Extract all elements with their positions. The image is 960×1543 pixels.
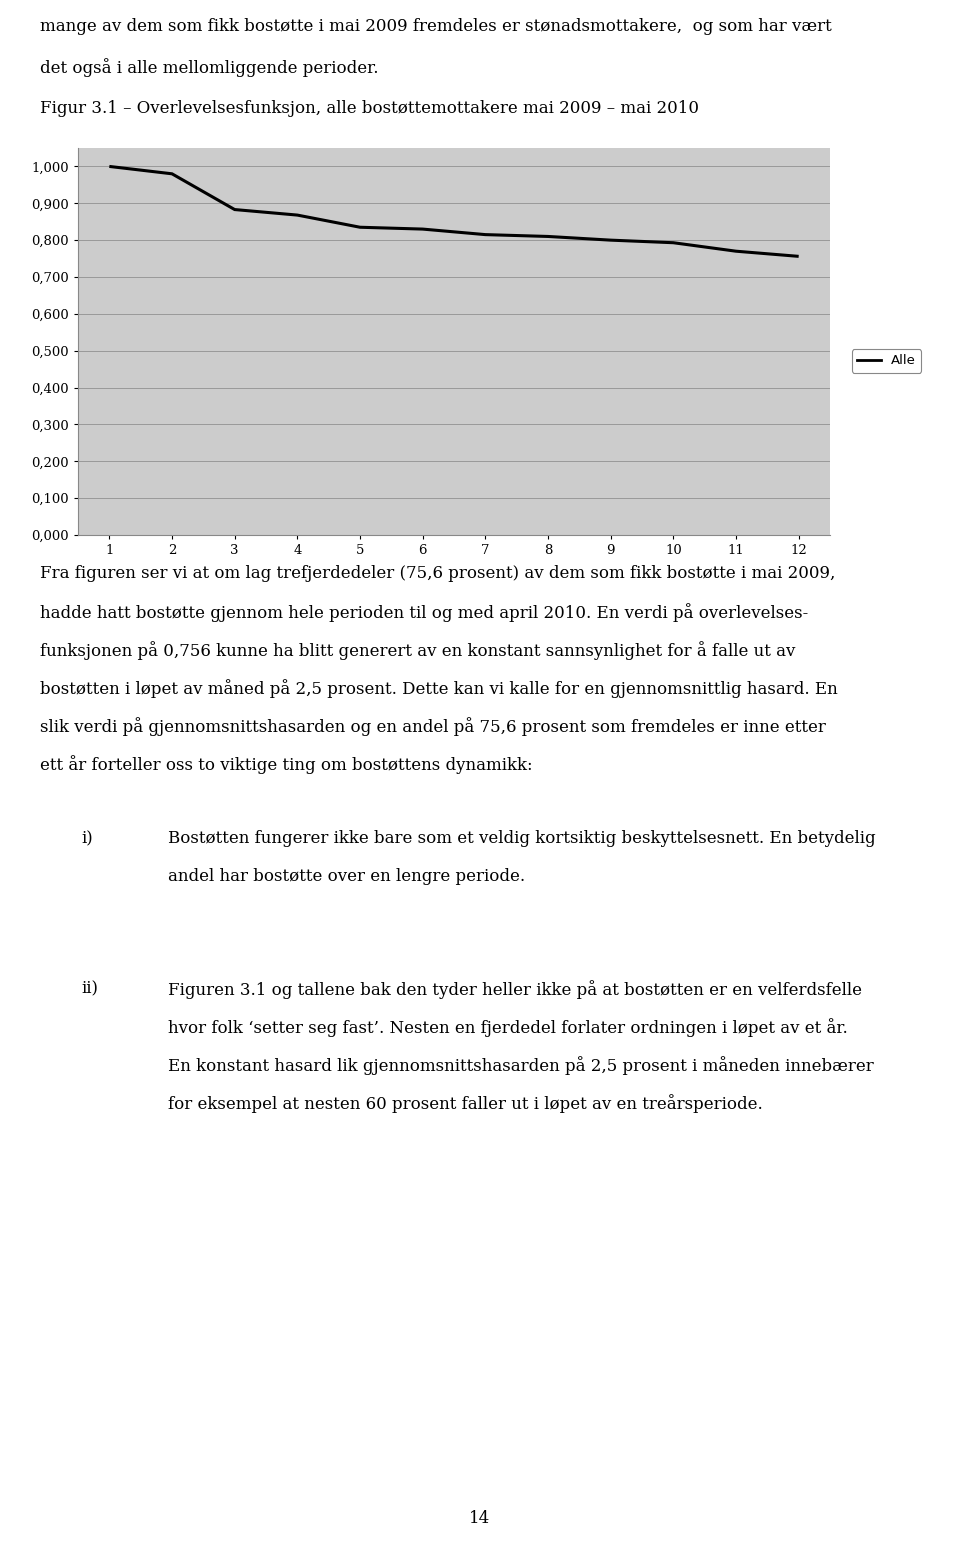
Text: hadde hatt bostøtte gjennom hele perioden til og med april 2010. En verdi på ove: hadde hatt bostøtte gjennom hele periode… [40, 603, 808, 622]
Text: funksjonen på 0,756 kunne ha blitt generert av en konstant sannsynlighet for å f: funksjonen på 0,756 kunne ha blitt gener… [40, 640, 796, 660]
Text: 14: 14 [469, 1511, 491, 1528]
Text: Fra figuren ser vi at om lag trefjerdedeler (75,6 prosent) av dem som fikk bostø: Fra figuren ser vi at om lag trefjerdede… [40, 565, 836, 582]
Text: det også i alle mellomliggende perioder.: det også i alle mellomliggende perioder. [40, 59, 379, 77]
Text: mange av dem som fikk bostøtte i mai 2009 fremdeles er stønadsmottakere,  og som: mange av dem som fikk bostøtte i mai 200… [40, 19, 832, 35]
Text: ii): ii) [82, 980, 99, 997]
Legend: Alle: Alle [852, 349, 922, 372]
Text: andel har bostøtte over en lengre periode.: andel har bostøtte over en lengre period… [168, 869, 525, 886]
Text: Figuren 3.1 og tallene bak den tyder heller ikke på at bostøtten er en velferdsf: Figuren 3.1 og tallene bak den tyder hel… [168, 980, 862, 998]
Text: Bostøtten fungerer ikke bare som et veldig kortsiktig beskyttelsesnett. En betyd: Bostøtten fungerer ikke bare som et veld… [168, 830, 876, 847]
Text: En konstant hasard lik gjennomsnittshasarden på 2,5 prosent i måneden innebærer: En konstant hasard lik gjennomsnittshasa… [168, 1055, 874, 1075]
Text: bostøtten i løpet av måned på 2,5 prosent. Dette kan vi kalle for en gjennomsnit: bostøtten i løpet av måned på 2,5 prosen… [40, 679, 838, 697]
Text: hvor folk ‘setter seg fast’. Nesten en fjerdedel forlater ordningen i løpet av e: hvor folk ‘setter seg fast’. Nesten en f… [168, 1018, 848, 1037]
Text: ett år forteller oss to viktige ting om bostøttens dynamikk:: ett år forteller oss to viktige ting om … [40, 755, 533, 775]
Text: for eksempel at nesten 60 prosent faller ut i løpet av en treårsperiode.: for eksempel at nesten 60 prosent faller… [168, 1094, 763, 1113]
Text: slik verdi på gjennomsnittshasarden og en andel på 75,6 prosent som fremdeles er: slik verdi på gjennomsnittshasarden og e… [40, 717, 827, 736]
Text: Figur 3.1 – Overlevelsesfunksjon, alle bostøttemottakere mai 2009 – mai 2010: Figur 3.1 – Overlevelsesfunksjon, alle b… [40, 100, 699, 117]
Text: i): i) [82, 830, 93, 847]
